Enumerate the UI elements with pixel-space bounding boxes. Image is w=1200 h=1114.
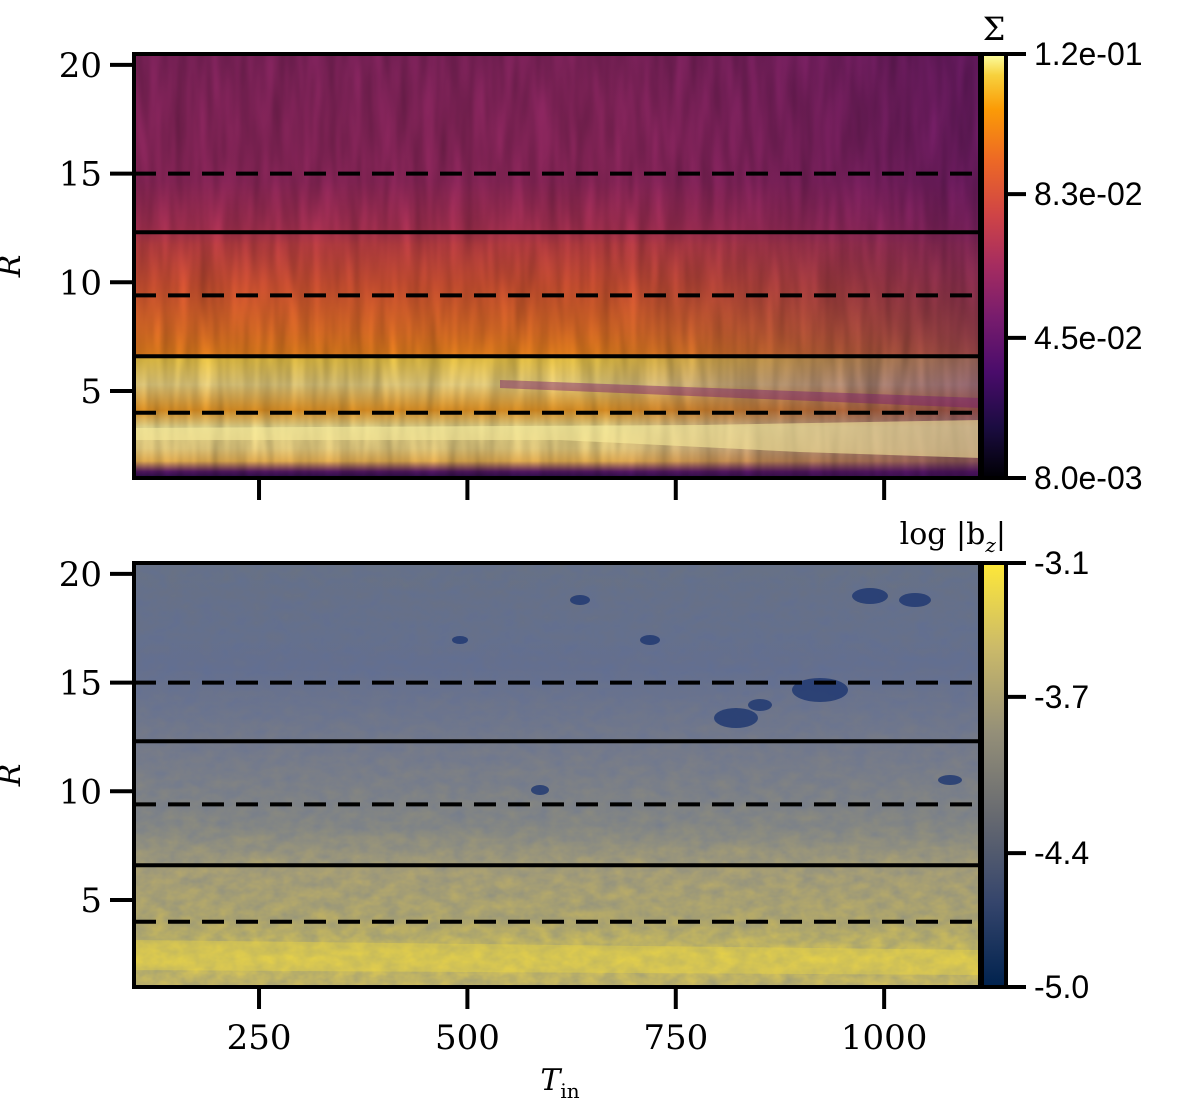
colorbar-tick-label: 8.0e-03 [1034,460,1143,496]
y-tick-label: 10 [59,263,102,303]
x-tick-label: 750 [643,1018,708,1058]
bz-colorbar-title-main: log |b [900,517,986,552]
x-axis-label-sub: in [560,1079,579,1103]
y-tick-label: 15 [59,155,102,195]
y-tick-label: 5 [80,881,102,921]
colorbar-tick-label: -4.4 [1034,835,1089,871]
y-tick-label: 20 [59,46,102,86]
y-tick-label: 20 [59,555,102,595]
y-tick-label: 15 [59,664,102,704]
sigma-heatmap-texture [134,54,980,478]
y-tick-label: 10 [59,772,102,812]
bz-colorbar-title-end: | [996,517,1006,552]
sigma-colorbar [982,54,1006,478]
top-y-ticks: 5 10 15 20 [59,46,134,412]
bz-colorbar-ticks: -3.1 -3.7 -4.4 -5.0 [1006,545,1089,1005]
bottom-x-ticks: 250 500 750 1000 [227,987,928,1058]
sigma-colorbar-frame [980,52,1008,480]
sigma-bright-band [134,420,980,458]
bz-strong-field-band [134,940,980,975]
bottom-panel: 5 10 15 20 250 500 750 1000 R Tin -3.1 -3.7 -4.4… [0,517,1089,1103]
top-x-ticks [257,478,887,500]
x-tick-label: 500 [435,1018,500,1058]
bz-colorbar-frame [980,561,1008,989]
y-tick-label: 5 [80,372,102,412]
bz-colorbar-title: log |bz| [900,517,1006,557]
colorbar-tick-label: -3.1 [1034,545,1089,581]
sigma-colorbar-title: Σ [983,10,1006,48]
bz-heatmap-texture [134,563,980,987]
x-axis-label: Tin [540,1063,579,1103]
colorbar-tick-label: -3.7 [1034,679,1089,715]
colorbar-tick-label: 4.5e-02 [1034,320,1143,356]
x-axis-label-main: T [540,1063,562,1098]
top-radius-lines [134,171,980,415]
bottom-radius-lines [134,680,980,924]
top-y-axis-label: R [0,255,28,279]
bottom-y-ticks: 5 10 15 20 [59,555,134,921]
top-panel: 5 10 15 20 R 1.2e-01 8.3e-02 4.5e-02 8.0e-03 Σ [0,10,1143,500]
bottom-y-axis-label: R [0,764,28,788]
colorbar-tick-label: 1.2e-01 [1034,36,1143,72]
x-tick-label: 1000 [841,1018,928,1058]
colorbar-tick-label: 8.3e-02 [1034,176,1143,212]
bz-weak-field-patches [452,588,962,795]
sigma-gap-band [500,380,980,408]
sigma-colorbar-ticks: 1.2e-01 8.3e-02 4.5e-02 8.0e-03 [1006,36,1143,496]
bz-colorbar [982,563,1006,987]
bz-colorbar-title-sub: z [984,533,996,557]
colorbar-tick-label: -5.0 [1034,969,1089,1005]
x-tick-label: 250 [227,1018,292,1058]
